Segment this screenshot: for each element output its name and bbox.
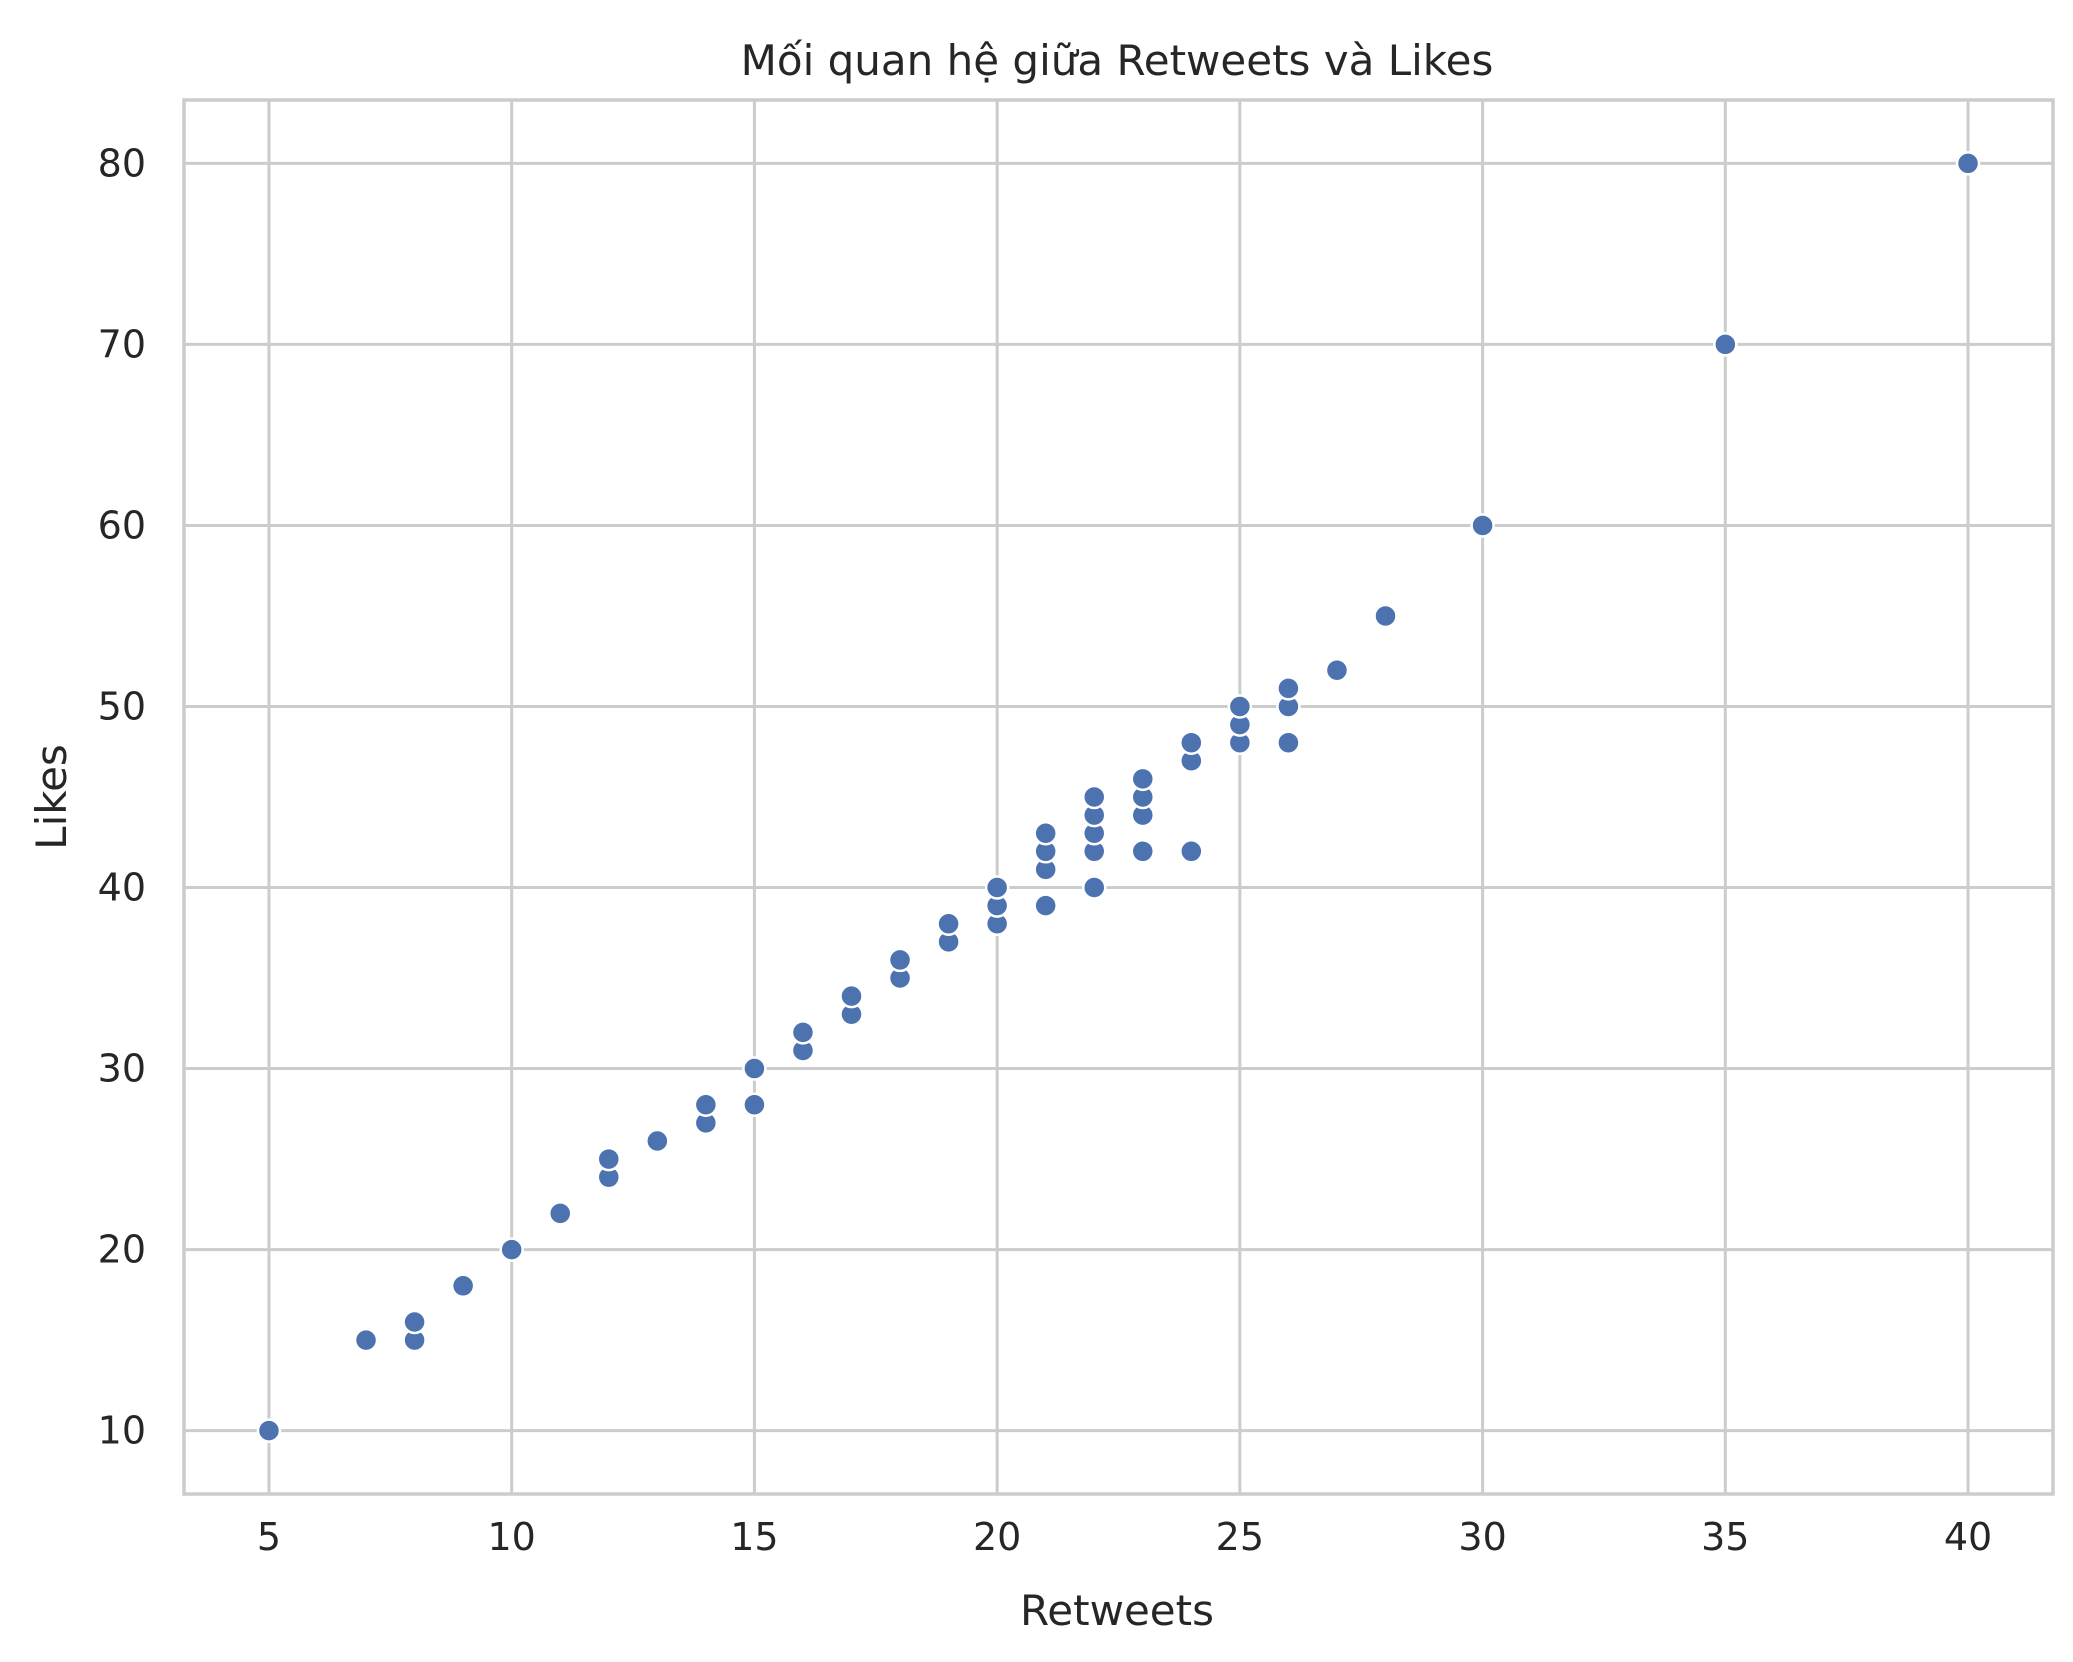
x-tick-label: 35 xyxy=(1701,1515,1749,1559)
scatter-point xyxy=(839,983,864,1009)
scatter-point xyxy=(1081,875,1107,900)
y-axis-label: Likes xyxy=(27,744,76,850)
y-tick-label: 80 xyxy=(98,141,146,185)
scatter-point xyxy=(256,1418,282,1443)
y-tick-label: 70 xyxy=(98,322,146,366)
scatter-point xyxy=(402,1309,427,1335)
scatter-point xyxy=(1713,332,1738,357)
scatter-point xyxy=(1276,676,1301,701)
x-grid-lines xyxy=(267,100,1970,1494)
scatter-point xyxy=(742,1092,767,1118)
scatter-point xyxy=(1033,820,1058,846)
scatter-point xyxy=(1227,694,1253,719)
scatter-point xyxy=(596,1146,622,1172)
plot-frame xyxy=(182,98,2055,1496)
scatter-point xyxy=(742,1056,767,1081)
scatter-point xyxy=(1179,730,1204,755)
y-tick-labels: 10 20 30 40 50 60 70 80 xyxy=(98,141,146,1452)
scatter-point xyxy=(1276,730,1301,755)
y-grid-lines xyxy=(184,161,2053,1433)
y-tick-label: 20 xyxy=(98,1228,146,1272)
scatter-point xyxy=(1373,603,1398,629)
scatter-point xyxy=(1033,893,1058,918)
x-tick-label: 40 xyxy=(1944,1515,1992,1559)
y-tick-label: 50 xyxy=(98,684,146,728)
scatter-point xyxy=(499,1237,524,1262)
x-axis-label: Retweets xyxy=(1020,1586,1214,1635)
scatter-point xyxy=(1130,839,1156,864)
scatter-point xyxy=(1179,839,1204,864)
scatter-point xyxy=(887,947,913,973)
scatter-point xyxy=(450,1273,476,1299)
scatter-point xyxy=(645,1128,670,1154)
scatter-point xyxy=(547,1201,573,1226)
scatter-point xyxy=(984,875,1010,900)
x-tick-label: 30 xyxy=(1458,1515,1506,1559)
scatter-points xyxy=(256,151,1981,1443)
scatter-point xyxy=(790,1020,816,1045)
x-tick-label: 15 xyxy=(730,1515,778,1559)
y-tick-label: 60 xyxy=(98,503,146,547)
scatter-point xyxy=(1470,513,1495,538)
scatter-point xyxy=(353,1327,379,1353)
y-tick-label: 30 xyxy=(98,1047,146,1091)
y-tick-label: 40 xyxy=(98,866,146,910)
x-tick-label: 25 xyxy=(1216,1515,1264,1559)
scatter-point xyxy=(693,1092,719,1118)
scatter-point xyxy=(936,911,961,936)
x-tick-label: 5 xyxy=(257,1515,281,1559)
scatter-point xyxy=(1955,151,1981,176)
scatter-point xyxy=(1324,658,1350,683)
scatter-point xyxy=(1081,784,1107,810)
x-tick-label: 20 xyxy=(973,1515,1021,1559)
chart-title: Mối quan hệ giữa Retweets và Likes xyxy=(741,36,1494,85)
y-tick-label: 10 xyxy=(98,1409,146,1453)
x-tick-label: 10 xyxy=(488,1515,536,1559)
scatter-point xyxy=(1130,766,1156,792)
x-tick-labels: 5 10 15 20 25 30 35 40 xyxy=(257,1515,1992,1559)
